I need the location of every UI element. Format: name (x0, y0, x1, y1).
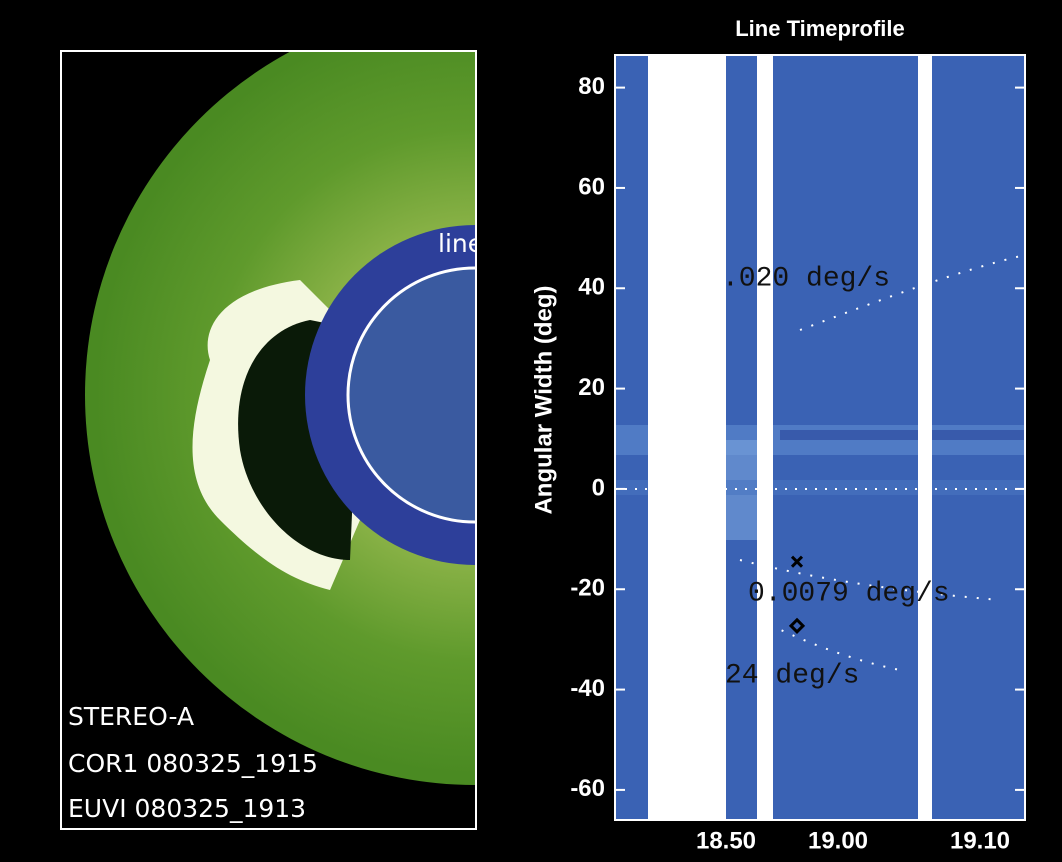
y-tick-label: -20 (570, 575, 605, 602)
x-tick-label: 19.10 (950, 827, 1010, 854)
annotation: 0.0079 deg/s (748, 578, 950, 609)
y-tick-label: 0 (592, 474, 605, 501)
coronagraph-image: line (62, 52, 483, 828)
y-axis-label: Angular Width (deg) (530, 285, 557, 514)
heatmap (615, 55, 1025, 820)
line-label: line (438, 229, 483, 258)
y-tick-label: 60 (578, 173, 605, 200)
cross-marker (790, 555, 804, 568)
y-tick-label: -60 (570, 775, 605, 802)
image-label: COR1 080325_1915 (68, 749, 318, 778)
diamond-marker (788, 617, 806, 634)
image-label: EUVI 080325_1913 (68, 794, 306, 823)
annotation: 24 deg/s (725, 660, 859, 691)
x-tick-label: 19.00 (808, 827, 868, 854)
annotation: .020 deg/s (722, 263, 890, 294)
y-tick-label: 20 (578, 374, 605, 401)
chart-title: Line Timeprofile (735, 16, 905, 41)
image-label: STEREO-A (68, 702, 194, 731)
y-tick-label: 80 (578, 73, 605, 100)
y-tick-label: -40 (570, 675, 605, 702)
x-tick-label: 18.50 (696, 827, 756, 854)
y-tick-label: 40 (578, 274, 605, 301)
